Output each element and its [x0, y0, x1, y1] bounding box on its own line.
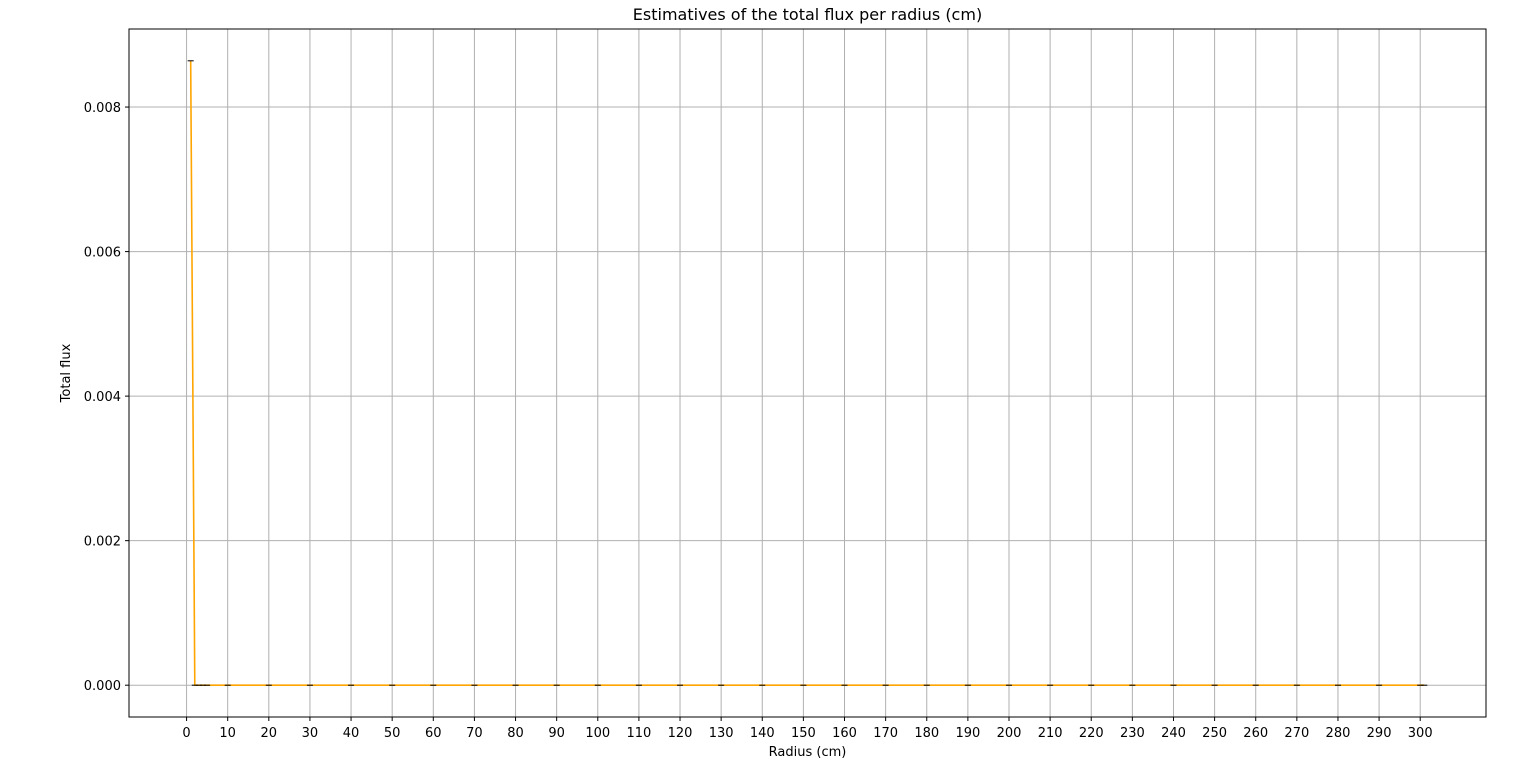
x-tick-label: 240 — [1161, 726, 1186, 741]
x-tick-label: 10 — [219, 726, 236, 741]
x-tick-label: 100 — [585, 726, 610, 741]
x-tick-label: 190 — [955, 726, 980, 741]
x-tick-label: 80 — [507, 726, 524, 741]
x-tick-label: 140 — [750, 726, 775, 741]
x-tick-label: 280 — [1326, 726, 1351, 741]
plot-area-frame — [128, 28, 1487, 718]
series-layer — [187, 60, 1428, 687]
chart-title: Estimatives of the total flux per radius… — [633, 5, 982, 24]
x-tick-label: 300 — [1408, 726, 1433, 741]
x-tick-label: 40 — [343, 726, 360, 741]
tick-layer: 0 10 20 30 40 50 60 70 80 90 100 110 120 130 140 150 160… — [84, 101, 1433, 741]
series-line — [189, 60, 1425, 687]
x-tick-label: 110 — [626, 726, 651, 741]
x-tick-label: 130 — [709, 726, 734, 741]
x-tick-label: 90 — [548, 726, 565, 741]
y-tick-label: 0.000 — [84, 679, 121, 694]
y-tick-label: 0.008 — [84, 101, 121, 116]
x-tick-label: 270 — [1284, 726, 1309, 741]
x-tick-label: 20 — [261, 726, 278, 741]
x-tick-label: 230 — [1120, 726, 1145, 741]
x-tick-label: 50 — [384, 726, 401, 741]
x-tick-label: 120 — [668, 726, 693, 741]
x-tick-label: 170 — [873, 726, 898, 741]
x-axis-label: Radius (cm) — [769, 745, 847, 760]
grid-layer — [129, 29, 1486, 717]
x-tick-label: 70 — [466, 726, 483, 741]
x-tick-label: 220 — [1079, 726, 1104, 741]
x-tick-label: 210 — [1038, 726, 1063, 741]
y-axis-label: Total flux — [59, 343, 74, 403]
y-tick-label: 0.006 — [84, 246, 121, 261]
x-tick-label: 150 — [791, 726, 816, 741]
x-tick-label: 290 — [1367, 726, 1392, 741]
x-tick-label: 180 — [914, 726, 939, 741]
y-tick-label: 0.004 — [84, 390, 121, 405]
x-tick-label: 200 — [997, 726, 1022, 741]
x-tick-label: 0 — [182, 726, 190, 741]
x-tick-label: 60 — [425, 726, 442, 741]
x-tick-label: 30 — [302, 726, 319, 741]
x-tick-label: 250 — [1202, 726, 1227, 741]
x-tick-label: 260 — [1243, 726, 1268, 741]
y-tick-label: 0.002 — [84, 535, 121, 550]
x-tick-label: 160 — [832, 726, 857, 741]
